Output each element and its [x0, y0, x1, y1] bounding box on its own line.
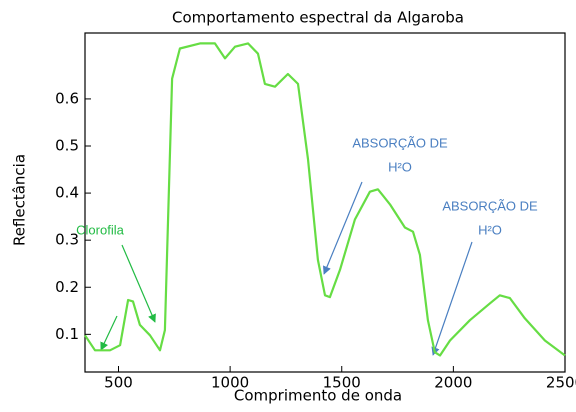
x-tick-label: 1500: [323, 374, 361, 392]
annotation: H²O: [478, 222, 502, 237]
chart-title: Comportamento espectral da Algaroba: [172, 9, 464, 27]
plot-frame: [84, 32, 566, 373]
annotation: ABSORÇÃO DE: [442, 198, 538, 213]
annotation: ABSORÇÃO DE: [352, 135, 448, 150]
y-tick-label: 0.5: [55, 137, 79, 155]
arrow: [100, 315, 118, 351]
y-tick-label: 0.6: [55, 89, 79, 107]
y-tick-label: 0.4: [55, 184, 79, 202]
annotation: H²O: [388, 159, 412, 174]
y-tick-label: 0.3: [55, 231, 79, 249]
arrow: [431, 241, 473, 356]
x-tick-label: 1000: [211, 374, 249, 392]
y-axis-label: Reflectância: [11, 154, 29, 246]
y-tick-label: 0.1: [55, 325, 79, 343]
y-tick-label: 0.2: [55, 278, 79, 296]
x-axis-label: Comprimento de onda: [234, 387, 402, 405]
x-tick-label: 500: [104, 374, 133, 392]
arrow: [323, 181, 363, 275]
arrow: [121, 244, 156, 323]
annotation: Clorofila: [76, 222, 124, 237]
x-tick-label: 2000: [434, 374, 472, 392]
data-line: [84, 42, 566, 357]
